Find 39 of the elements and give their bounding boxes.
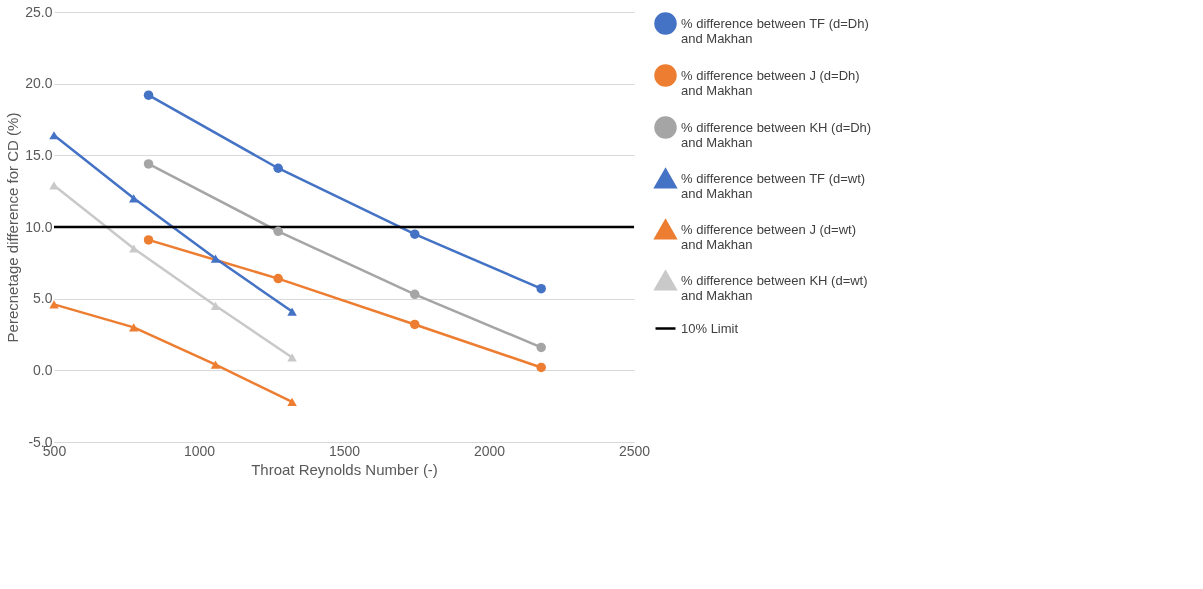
y-axis-title: Perecnetage difference for CD (%) <box>4 112 22 343</box>
x-tick-label: 1000 <box>183 442 216 459</box>
legend-label: % difference between J (d=Dh) and Makhan <box>681 67 860 98</box>
point <box>273 163 283 173</box>
point <box>129 244 139 253</box>
point <box>287 353 297 362</box>
y-tick-label: 5.0 <box>33 290 53 307</box>
point <box>143 235 154 245</box>
legend-label: % difference between J (d=wt) and Makhan <box>681 221 856 252</box>
point <box>287 307 297 316</box>
point <box>536 362 546 373</box>
x-axis-title: Throat Reynolds Number (-) <box>251 460 438 478</box>
point <box>210 301 221 310</box>
x-tick-label: 2500 <box>618 442 651 459</box>
legend-label: 10% Limit <box>681 320 739 336</box>
x-tick-label: 2000 <box>473 442 506 459</box>
y-tick-label: 15.0 <box>25 146 53 163</box>
point <box>143 159 154 169</box>
point <box>273 226 283 237</box>
y-tick-label: 10.0 <box>25 218 53 235</box>
point <box>210 360 221 369</box>
point <box>210 254 221 263</box>
legend-label: % difference between KH (d=Dh) and Makhan <box>681 119 872 150</box>
point <box>287 397 297 406</box>
y-tick-label: 25.0 <box>25 3 53 20</box>
point <box>536 342 546 353</box>
legend-label: % difference between TF (d=Dh) and Makhan <box>681 15 869 46</box>
point <box>536 283 546 294</box>
point <box>273 273 283 284</box>
point <box>410 319 420 330</box>
point <box>410 289 420 300</box>
legend-label: % difference between KH (d=wt) and Makhan <box>681 272 868 303</box>
point <box>410 229 420 239</box>
legend-label: % difference between TF (d=wt) and Makhan <box>681 170 866 201</box>
point <box>143 90 154 100</box>
y-tick-label: 0.0 <box>33 361 53 378</box>
y-tick-label: 20.0 <box>25 75 53 92</box>
point <box>49 131 59 140</box>
x-tick-label: 1500 <box>328 442 361 459</box>
